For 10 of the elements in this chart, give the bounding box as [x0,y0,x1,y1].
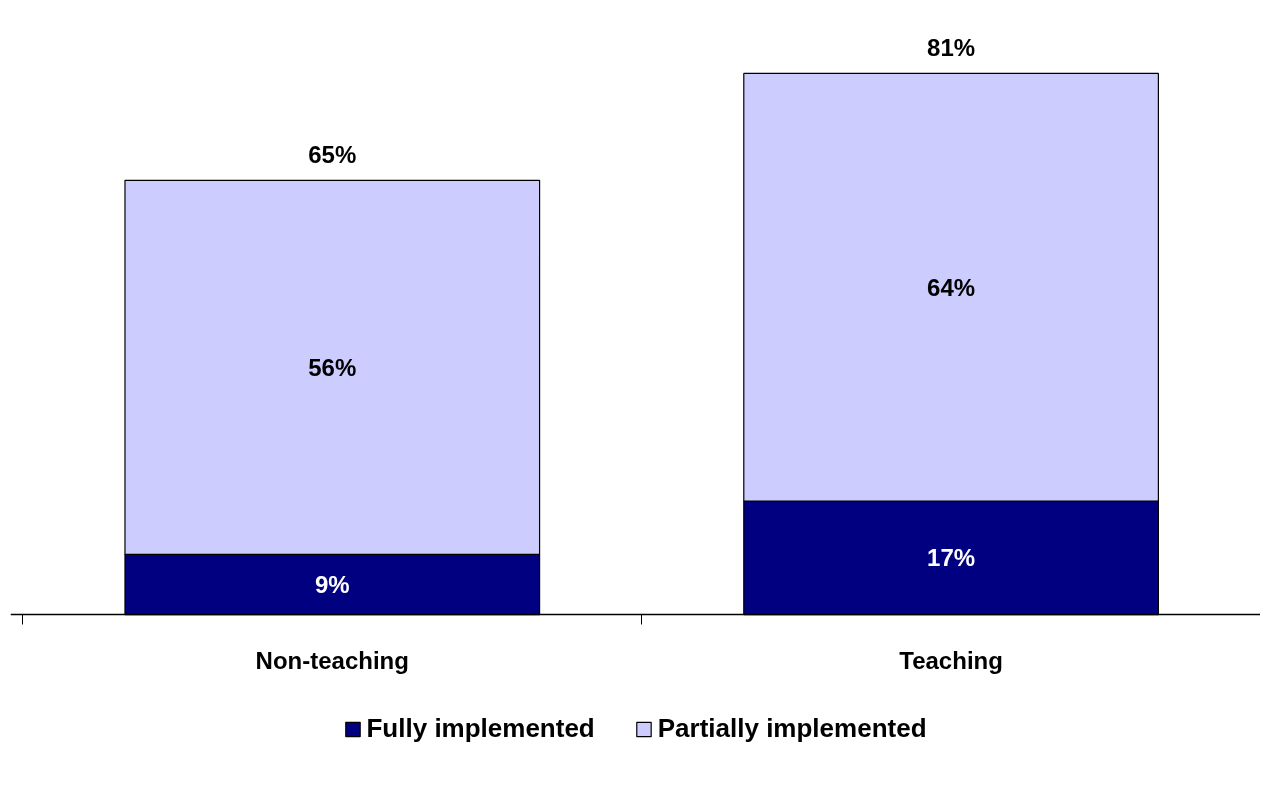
x-tick-label: Non-teaching [255,646,409,674]
total-label: 65% [308,141,357,169]
data-label: 9% [314,571,350,598]
legend-label: Fully implemented [366,713,595,744]
legend-label: Partially implemented [657,713,927,744]
total-label: 81% [927,34,976,62]
data-label: 17% [927,544,976,572]
data-label: 56% [308,353,357,381]
data-label: 64% [927,273,976,301]
x-tick-label: Teaching [899,646,1003,674]
